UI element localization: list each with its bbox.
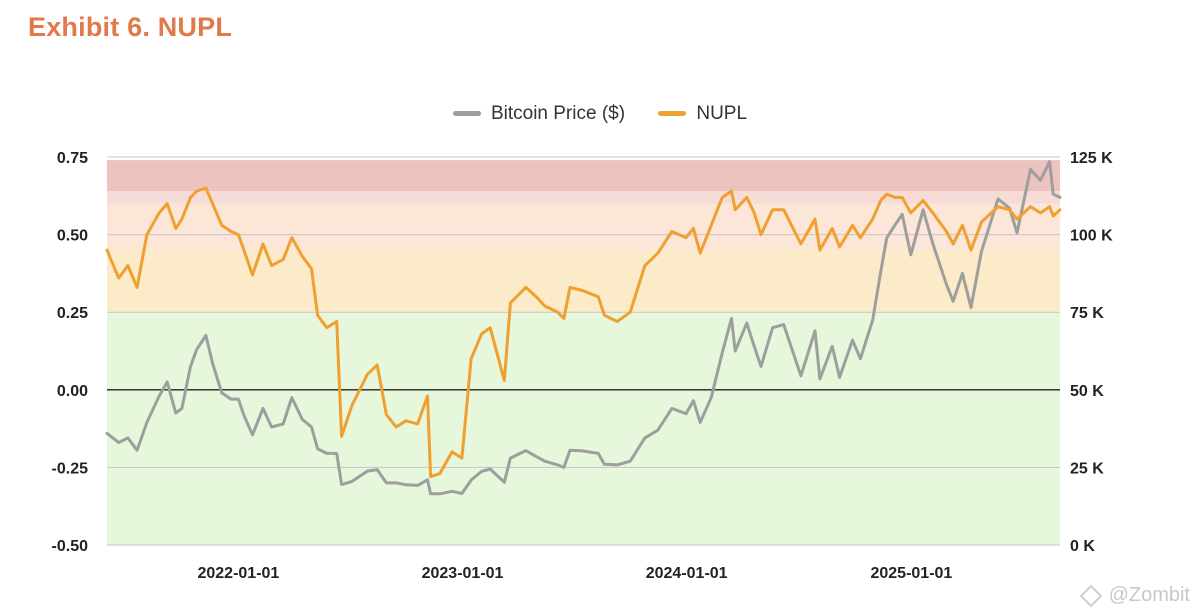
y-right-tick-label: 100 K (1070, 228, 1113, 245)
band-0 (107, 312, 1060, 545)
x-tick-label: 2022-01-01 (197, 565, 279, 582)
legend-swatch-bitcoin-price (452, 111, 481, 116)
watermark-text: @Zombit (1108, 584, 1190, 606)
legend-item-nupl[interactable]: NUPL (658, 103, 747, 125)
y-right-tick-label: 0 K (1070, 538, 1095, 555)
x-tick-label: 2023-01-01 (422, 565, 504, 582)
band-2 (107, 203, 1060, 251)
y-right-tick-label: 75 K (1070, 305, 1104, 322)
band-4 (107, 160, 1060, 192)
watermark-logo-icon (1079, 584, 1102, 607)
y-left-tick-label: -0.25 (52, 460, 89, 477)
legend-label-nupl: NUPL (696, 102, 748, 124)
nupl-line (105, 186, 1062, 479)
y-right-tick-label: 50 K (1070, 383, 1104, 400)
y-left-tick-label: -0.50 (52, 538, 89, 555)
band-1 (107, 250, 1060, 313)
y-right-tick-label: 125 K (1070, 150, 1113, 167)
chart-title: Exhibit 6. NUPL (28, 12, 233, 42)
legend-item-bitcoin-price[interactable]: Bitcoin Price ($) (452, 102, 626, 125)
x-tick-label: 2024-01-01 (646, 565, 728, 582)
y-left-tick-label: 0.50 (57, 228, 88, 245)
y-left-tick-label: 0.00 (57, 383, 88, 400)
y-right-tick-label: 25 K (1070, 460, 1104, 477)
y-left-tick-label: 0.25 (57, 305, 88, 322)
bitcoin-price-line (105, 160, 1062, 496)
legend-label-bitcoin-price: Bitcoin Price ($) (490, 102, 626, 124)
y-left-tick-label: 0.75 (57, 150, 88, 167)
x-tick-label: 2025-01-01 (870, 565, 952, 582)
chart-legend: Bitcoin Price ($) NUPL (0, 100, 1200, 125)
legend-swatch-nupl (658, 111, 687, 116)
band-3 (107, 191, 1060, 204)
watermark: @Zombit (1079, 584, 1190, 607)
